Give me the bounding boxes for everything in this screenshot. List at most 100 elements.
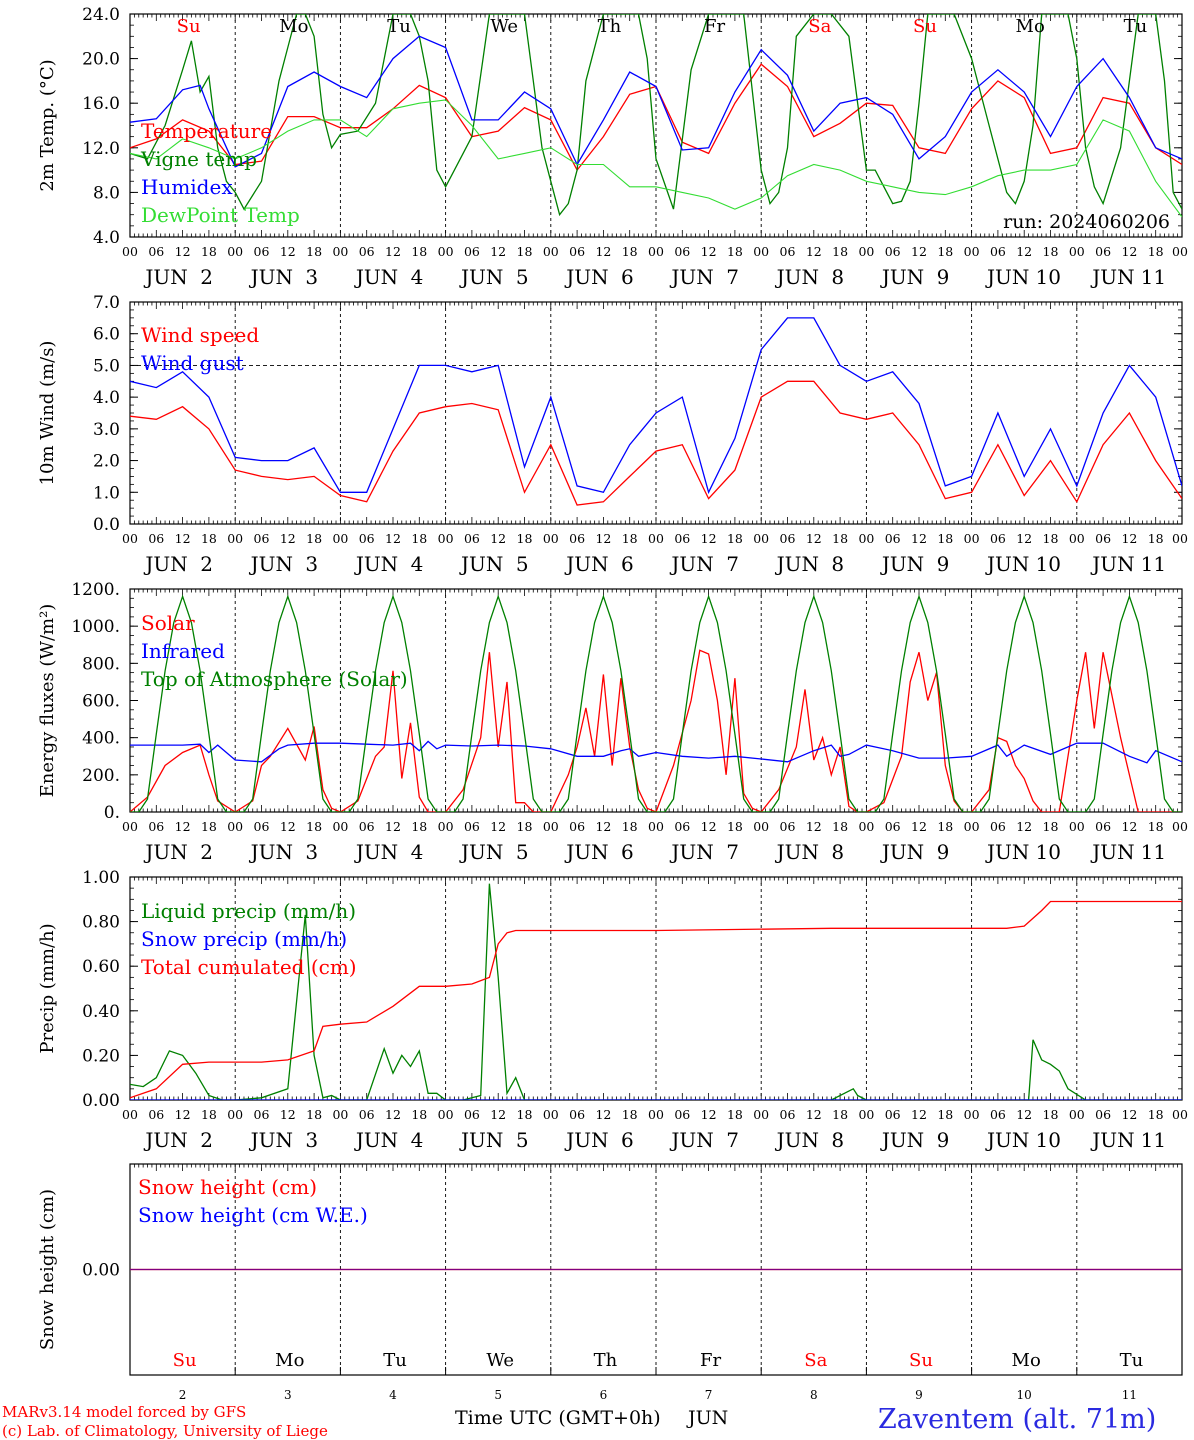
run-label: run: 2024060206 (1003, 211, 1170, 233)
y-axis-label: 10m Wind (m/s) (37, 341, 58, 486)
hour-tick-label: 18 (1148, 819, 1164, 834)
hour-tick-label: 18 (306, 531, 322, 546)
hour-tick-label: 06 (780, 1107, 796, 1122)
hour-tick-label: 06 (780, 244, 796, 259)
hour-tick-label: 00 (122, 531, 138, 546)
date-label: 2 (200, 840, 213, 864)
date-label: 9 (937, 265, 950, 289)
hour-tick-label: 12 (385, 819, 401, 834)
hour-tick-label: 12 (175, 819, 191, 834)
hour-tick-label: 06 (674, 531, 690, 546)
day-name-label: Su (913, 16, 937, 37)
day-name-label: Fr (700, 1350, 721, 1371)
month-label: JUN (459, 1128, 503, 1152)
hour-tick-label: 00 (964, 531, 980, 546)
hour-tick-label: 00 (964, 1107, 980, 1122)
day-name-label: Mo (1012, 1350, 1041, 1371)
date-label: 11 (1141, 552, 1166, 576)
legend-entry: Snow height (cm W.E.) (138, 1203, 368, 1227)
hour-tick-label: 06 (990, 1107, 1006, 1122)
month-label: JUN (249, 265, 293, 289)
date-label: 3 (284, 1388, 292, 1402)
hour-tick-label: 18 (832, 244, 848, 259)
y-tick-label: 12.0 (82, 139, 120, 159)
month-label: JUN (775, 840, 819, 864)
hour-tick-label: 00 (543, 1107, 559, 1122)
date-label: 8 (831, 840, 844, 864)
hour-tick-label: 00 (1069, 531, 1085, 546)
hour-tick-label: 18 (1043, 1107, 1059, 1122)
hour-tick-label: 06 (254, 244, 270, 259)
hour-tick-label: 18 (727, 819, 743, 834)
hour-tick-label: 18 (201, 531, 217, 546)
hour-tick-label: 18 (937, 244, 953, 259)
hour-tick-label: 12 (1016, 1107, 1032, 1122)
hour-tick-label: 18 (1043, 819, 1059, 834)
hour-tick-label: 00 (648, 1107, 664, 1122)
month-label: JUN (880, 1128, 924, 1152)
hour-tick-label: 00 (858, 1107, 874, 1122)
month-label: JUN (143, 552, 187, 576)
hour-tick-label: 00 (858, 819, 874, 834)
month-label: JUN (1090, 840, 1134, 864)
hour-tick-label: 18 (832, 531, 848, 546)
hour-tick-label: 12 (490, 244, 506, 259)
date-label: 4 (389, 1388, 397, 1402)
hour-tick-label: 18 (832, 819, 848, 834)
hour-tick-label: 18 (727, 531, 743, 546)
y-tick-label: 20.0 (82, 50, 120, 70)
hour-tick-label: 12 (806, 819, 822, 834)
hour-tick-label: 00 (964, 819, 980, 834)
y-tick-label: 1.0 (93, 483, 120, 503)
y-tick-label: 3.0 (93, 420, 120, 440)
y-tick-label: 1.00 (82, 868, 120, 888)
month-label: JUN (880, 840, 924, 864)
day-name-label: Su (177, 16, 201, 37)
hour-tick-label: 00 (1172, 819, 1188, 834)
date-label: 7 (705, 1388, 713, 1402)
plot-area (130, 14, 1182, 218)
hour-tick-label: 00 (332, 531, 348, 546)
y-tick-label: 200. (82, 766, 120, 786)
day-name-label: Sa (808, 16, 831, 37)
hour-tick-label: 12 (701, 244, 717, 259)
hour-tick-label: 18 (411, 531, 427, 546)
y-tick-label: 600. (82, 692, 120, 712)
day-name-label: Tu (383, 1350, 407, 1371)
plot-area (130, 594, 1182, 812)
hour-tick-label: 00 (753, 244, 769, 259)
hour-tick-label: 12 (701, 531, 717, 546)
y-tick-label: 8.0 (93, 183, 120, 203)
hour-tick-label: 06 (885, 1107, 901, 1122)
legend-entry: Humidex (141, 175, 233, 199)
hour-tick-label: 18 (1043, 244, 1059, 259)
hour-tick-label: 12 (701, 1107, 717, 1122)
day-name-label: Mo (275, 1350, 304, 1371)
hour-tick-label: 00 (122, 819, 138, 834)
hour-tick-label: 06 (569, 1107, 585, 1122)
y-axis-label: Energy fluxes (W/m²) (37, 604, 58, 798)
month-label: JUN (1090, 265, 1134, 289)
month-label: JUN (985, 1128, 1029, 1152)
hour-tick-label: 06 (359, 244, 375, 259)
hour-tick-label: 00 (1069, 244, 1085, 259)
hour-tick-label: 18 (727, 1107, 743, 1122)
day-name-label: Mo (279, 16, 308, 37)
hour-tick-label: 00 (438, 244, 454, 259)
hour-tick-label: 06 (885, 531, 901, 546)
legend-entry: Wind gust (141, 351, 244, 375)
hour-tick-label: 00 (543, 531, 559, 546)
y-tick-label: 0.60 (82, 957, 120, 977)
hour-tick-label: 06 (464, 531, 480, 546)
hour-tick-label: 12 (280, 244, 296, 259)
date-label: 5 (494, 1388, 502, 1402)
date-label: 10 (1017, 1388, 1032, 1402)
hour-tick-label: 18 (1148, 531, 1164, 546)
series-line-liquid-precip-mm-h- (130, 883, 1182, 1100)
legend-entry: Solar (141, 611, 195, 635)
hour-tick-label: 18 (937, 819, 953, 834)
y-tick-label: 1000. (71, 617, 120, 637)
hour-tick-label: 18 (201, 244, 217, 259)
hour-tick-label: 00 (1069, 1107, 1085, 1122)
hour-tick-label: 12 (595, 531, 611, 546)
